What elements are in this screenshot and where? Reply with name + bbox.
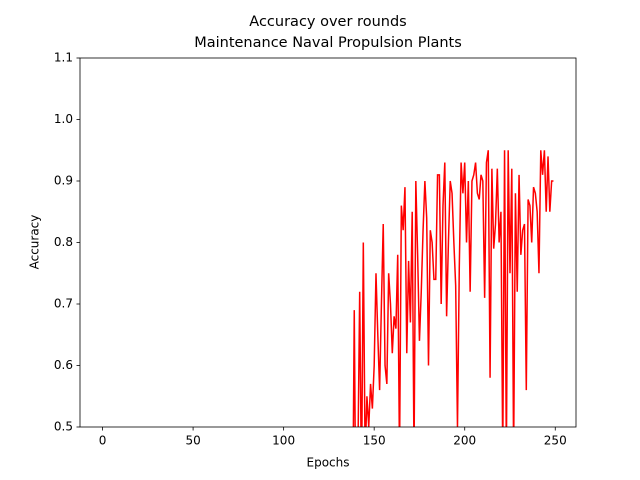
- chart-title: Accuracy over rounds: [249, 14, 406, 30]
- x-tick-label: 0: [99, 434, 107, 448]
- data-line: [352, 150, 554, 427]
- plot-frame: [79, 57, 577, 428]
- x-tick-label: 200: [453, 434, 476, 448]
- x-tick-label: 150: [363, 434, 386, 448]
- x-tick-label: 50: [185, 434, 200, 448]
- y-tick-label: 0.5: [54, 420, 73, 434]
- y-tick-label: 0.6: [54, 358, 73, 372]
- y-tick-label: 0.8: [54, 235, 73, 249]
- y-tick-label: 1.1: [54, 51, 73, 65]
- y-axis-label: Accuracy: [28, 215, 42, 270]
- y-tick-label: 1.0: [54, 112, 73, 126]
- x-tick-label: 250: [544, 434, 567, 448]
- x-tick-label: 100: [272, 434, 295, 448]
- y-tick-label: 0.9: [54, 174, 73, 188]
- y-tick-label: 0.7: [54, 297, 73, 311]
- chart-subtitle: Maintenance Naval Propulsion Plants: [194, 35, 462, 51]
- x-axis-label: Epochs: [307, 456, 350, 470]
